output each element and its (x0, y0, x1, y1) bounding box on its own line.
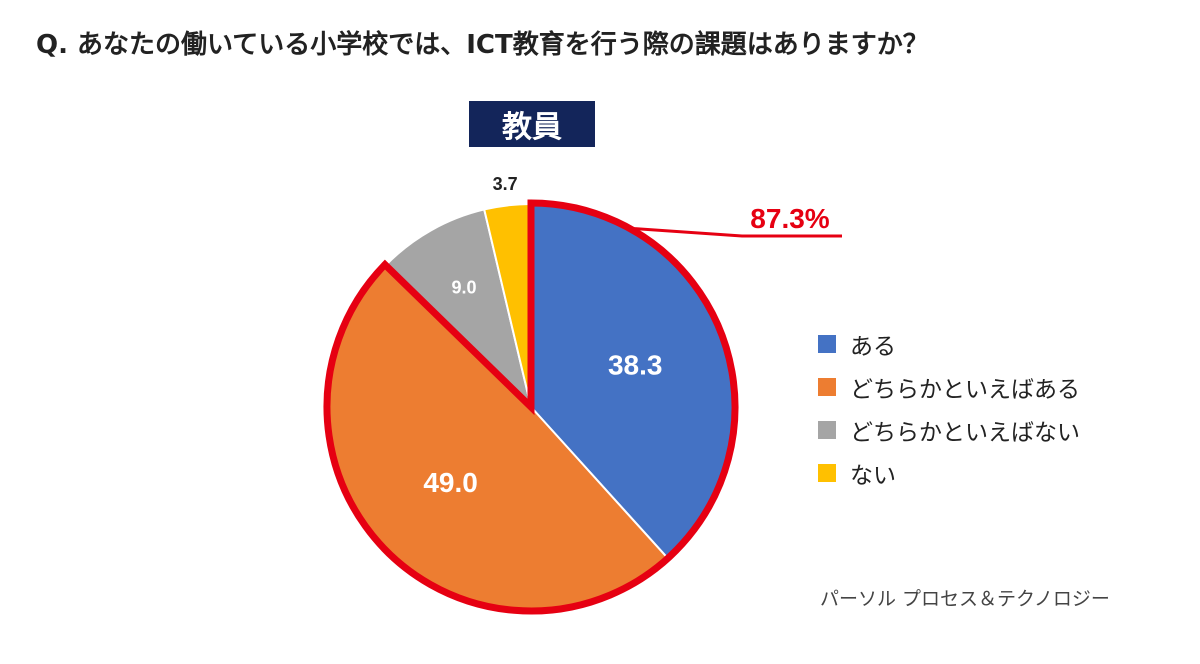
respondent-badge: 教員 (469, 101, 595, 147)
legend-swatch (818, 334, 836, 353)
legend-label: ある (850, 333, 896, 360)
data-labels: 38.3 49.0 9.0 3.7 (423, 174, 662, 498)
highlight-outline (323, 199, 739, 615)
callout-label: 87.3% (750, 203, 829, 234)
legend-item-4: ない (818, 451, 1080, 494)
callout-line (633, 227, 842, 238)
legend-item-1: ある (818, 322, 1080, 365)
legend-item-2: どちらかといえばある (818, 365, 1080, 408)
source-credit: パーソル プロセス＆テクノロジー (820, 588, 1110, 610)
legend-label: どちらかといえばある (850, 376, 1080, 403)
legend: あるどちらかといえばある どちらかといえばない ない (818, 322, 1080, 494)
data-label-1: 38.3 (608, 349, 663, 380)
data-label-3: 9.0 (451, 277, 476, 297)
legend-item-3: どちらかといえばない (818, 408, 1080, 451)
legend-swatch (818, 377, 836, 396)
data-label-4: 3.7 (493, 174, 518, 194)
question-title: Q. あなたの働いている小学校では、ICT教育を行う際の課題はありますか？ (36, 30, 929, 60)
legend-swatch (818, 420, 836, 439)
data-label-2: 49.0 (423, 467, 478, 498)
legend-swatch (818, 463, 836, 482)
legend-label: ない (850, 462, 896, 489)
highlight-group: 87.3% (323, 199, 842, 615)
pie-slice-3 (384, 208, 533, 411)
legend-label: どちらかといえばない (850, 419, 1080, 446)
